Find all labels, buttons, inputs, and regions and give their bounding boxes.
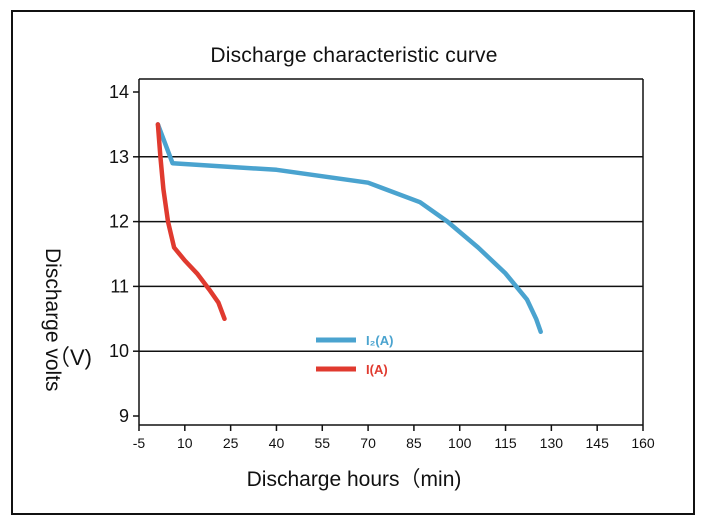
y-tick-label-10: 10 — [109, 341, 129, 361]
y-tick-label-13: 13 — [109, 147, 129, 167]
y-tick-label-11: 11 — [110, 276, 129, 296]
series-line-2 — [155, 122, 227, 322]
x-tick-label-55: 55 — [314, 435, 330, 451]
y-tick-label-14: 14 — [109, 82, 129, 102]
x-tick-label-25: 25 — [223, 435, 239, 451]
legend-label-1: I₂(A) — [366, 333, 393, 348]
chart-title: Discharge characteristic curve — [210, 44, 498, 67]
x-tick-label-145: 145 — [586, 435, 610, 451]
y-axis-unit: （V) — [48, 345, 93, 370]
x-tick-label-40: 40 — [269, 435, 285, 451]
x-tick-label-100: 100 — [448, 435, 472, 451]
chart-frame — [11, 10, 695, 515]
legend-label-2: I(A) — [366, 362, 388, 377]
x-tick-label--5: -5 — [133, 435, 146, 451]
x-tick-label-130: 130 — [540, 435, 564, 451]
series-line-1 — [155, 122, 543, 335]
y-tick-label-9: 9 — [119, 406, 129, 426]
x-tick-label-115: 115 — [494, 435, 517, 451]
x-tick-label-85: 85 — [406, 435, 422, 451]
x-tick-label-70: 70 — [360, 435, 376, 451]
y-tick-label-12: 12 — [109, 212, 129, 232]
x-axis-label: Discharge hours（min) — [246, 468, 462, 491]
x-tick-label-10: 10 — [177, 435, 193, 451]
x-tick-label-160: 160 — [631, 435, 655, 451]
